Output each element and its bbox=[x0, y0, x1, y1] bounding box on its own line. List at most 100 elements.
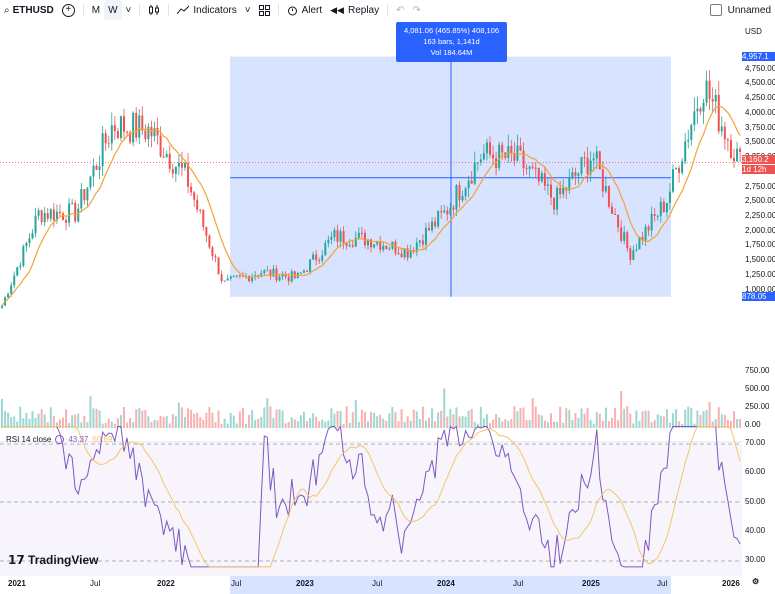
alert-label: Alert bbox=[301, 4, 323, 16]
currency-label: USD bbox=[745, 27, 762, 36]
volume-bar bbox=[49, 407, 52, 428]
volume-bar bbox=[528, 419, 531, 428]
volume-bar bbox=[214, 422, 217, 428]
candle-body bbox=[409, 250, 412, 258]
candle-body bbox=[278, 276, 281, 281]
volume-bar bbox=[729, 420, 732, 428]
candle-body bbox=[196, 199, 199, 210]
volume-bar bbox=[434, 421, 437, 428]
volume-bar bbox=[672, 413, 674, 428]
layout-save-control[interactable]: Unnamed bbox=[709, 4, 771, 16]
tradingview-mark-icon: 𝟭𝟳 bbox=[8, 553, 25, 567]
volume-bar bbox=[330, 408, 333, 428]
volume-bar bbox=[217, 410, 220, 428]
price-axis-label: 3,750.00 bbox=[745, 122, 775, 132]
candle-body bbox=[489, 142, 491, 155]
candle-body bbox=[330, 236, 333, 240]
volume-bar bbox=[382, 418, 385, 428]
volume-bar bbox=[348, 422, 351, 428]
volume-bar bbox=[455, 407, 458, 428]
candle-body bbox=[290, 271, 293, 282]
volume-bar bbox=[574, 413, 577, 428]
undo-button[interactable]: ↶ bbox=[392, 0, 408, 20]
volume-bar bbox=[464, 416, 467, 428]
candle-body bbox=[543, 173, 546, 186]
candle-body bbox=[537, 167, 540, 182]
volume-bar bbox=[147, 416, 150, 428]
volume-bar bbox=[675, 409, 678, 428]
indicators-icon bbox=[177, 5, 190, 15]
volume-bar bbox=[309, 418, 312, 428]
volume-bar bbox=[119, 415, 122, 428]
candle-body bbox=[485, 142, 488, 154]
volume-bar bbox=[431, 408, 434, 428]
candle-body bbox=[342, 231, 345, 244]
candle-body bbox=[1, 305, 3, 308]
candle-body bbox=[681, 161, 684, 173]
candle-body bbox=[415, 242, 418, 252]
redo-icon: ↷ bbox=[412, 4, 421, 16]
volume-bar bbox=[684, 409, 687, 428]
price-axis-label: 0.00 bbox=[745, 420, 761, 429]
volume-bar bbox=[428, 417, 430, 428]
chart-canvas[interactable] bbox=[0, 20, 742, 576]
volume-bar bbox=[43, 414, 46, 428]
volume-bar bbox=[257, 418, 260, 428]
layout-button[interactable] bbox=[255, 0, 274, 20]
candle-body bbox=[501, 144, 504, 153]
volume-bar bbox=[116, 418, 119, 428]
replay-button[interactable]: ◀◀ Replay bbox=[326, 0, 383, 20]
candle-body bbox=[199, 209, 202, 211]
chart-pane[interactable] bbox=[0, 20, 742, 576]
candle-body bbox=[281, 274, 284, 277]
volume-bar bbox=[363, 411, 366, 428]
candle-body bbox=[431, 221, 434, 231]
time-axis[interactable]: 2021 Jul 2022 Jul 2023 Jul 2024 Jul 2025 Jul 2026 ⚙ bbox=[0, 576, 759, 594]
settings-icon[interactable] bbox=[55, 435, 65, 444]
symbol-search[interactable]: ⌕ ETHUSD bbox=[0, 0, 58, 20]
volume-bar bbox=[174, 416, 177, 428]
candle-body bbox=[19, 265, 22, 268]
candle-body bbox=[632, 250, 635, 261]
volume-bar bbox=[238, 411, 241, 428]
volume-bar bbox=[40, 409, 43, 428]
interval-month[interactable]: M bbox=[88, 0, 104, 20]
chart-type-button[interactable] bbox=[144, 0, 164, 20]
candle-body bbox=[373, 244, 376, 248]
volume-bar bbox=[184, 417, 186, 428]
candle-body bbox=[113, 125, 116, 132]
candle-body bbox=[333, 229, 336, 237]
current-price-tag: 3,160.2 bbox=[742, 155, 775, 165]
gear-icon[interactable]: ⚙ bbox=[752, 577, 760, 586]
candle-body bbox=[321, 255, 324, 261]
search-icon: ⌕ bbox=[4, 4, 10, 16]
volume-bar bbox=[531, 398, 534, 428]
alert-button[interactable]: Alert bbox=[283, 0, 327, 20]
volume-bar bbox=[299, 415, 302, 428]
volume-bar bbox=[418, 419, 421, 428]
volume-bar bbox=[556, 421, 559, 428]
volume-bar bbox=[287, 421, 290, 428]
rsi-legend[interactable]: RSI 14 close 43.37 60.69 bbox=[6, 435, 112, 444]
candle-body bbox=[254, 275, 257, 277]
interval-dropdown[interactable]: ˅ bbox=[122, 0, 136, 20]
compare-button[interactable]: + bbox=[58, 0, 79, 20]
indicators-button[interactable]: Indicators bbox=[173, 0, 240, 20]
redo-button[interactable]: ↷ bbox=[409, 0, 425, 20]
candle-body bbox=[726, 139, 729, 141]
interval-week[interactable]: W bbox=[104, 0, 122, 20]
volume-bar bbox=[470, 409, 473, 428]
separator bbox=[277, 4, 279, 16]
candle-body bbox=[736, 148, 739, 162]
candle-body bbox=[629, 248, 632, 261]
candle-body bbox=[315, 254, 318, 261]
volume-bar bbox=[559, 406, 562, 428]
candle-body bbox=[717, 94, 720, 132]
rsi-axis-label: 40.00 bbox=[745, 526, 766, 535]
price-axis[interactable]: USD 4,750.00 4,500.00 4,250.00 4,000.00 3,750… bbox=[742, 20, 775, 576]
indicators-templates-dropdown[interactable]: ˅ bbox=[241, 0, 255, 20]
candle-body bbox=[476, 162, 479, 164]
candle-body bbox=[449, 207, 452, 215]
volume-bar bbox=[476, 423, 479, 428]
volume-bar bbox=[138, 407, 141, 428]
